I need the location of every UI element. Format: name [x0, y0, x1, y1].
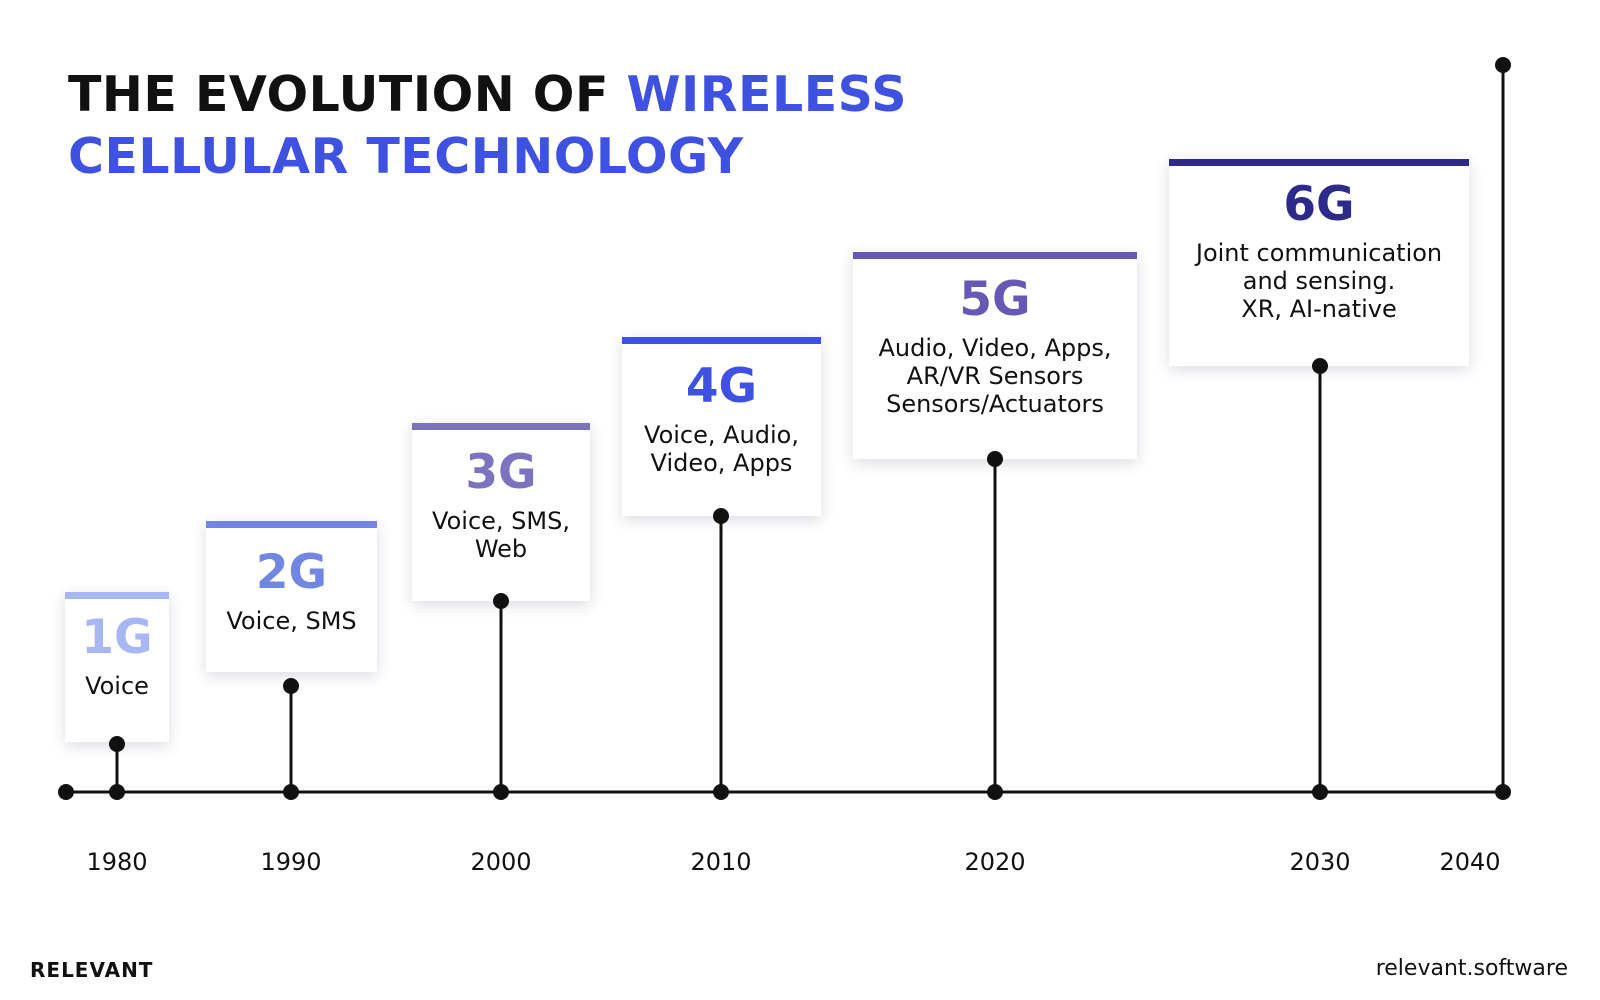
- card-5g: 5G Audio, Video, Apps, AR/VR Sensors Sensor…: [853, 252, 1137, 459]
- year-label-final: 2040: [1439, 848, 1501, 876]
- year-label-2020: 2020: [964, 848, 1026, 876]
- year-label-1990: 1990: [260, 848, 322, 876]
- card-accent-bar: [65, 592, 169, 599]
- card-dot-1g: [109, 736, 125, 752]
- axis-dot-6g: [1312, 784, 1328, 800]
- card-dot-3g: [493, 593, 509, 609]
- card-6g: 6G Joint communication and sensing. XR, AI-…: [1169, 159, 1469, 366]
- year-label-2010: 2010: [690, 848, 752, 876]
- card-1g: 1G Voice: [65, 592, 169, 742]
- card-dot-4g: [713, 508, 729, 524]
- description-line: Voice: [85, 672, 149, 700]
- axis-dot-2g: [283, 784, 299, 800]
- generation-label: 6G: [1283, 177, 1355, 232]
- description-line: Voice, SMS,: [432, 507, 570, 535]
- year-label-2000: 2000: [470, 848, 532, 876]
- final-top-dot: [1495, 57, 1511, 73]
- description-line: and sensing.: [1242, 267, 1396, 295]
- generation-description: Audio, Video, Apps, AR/VR Sensors Sensors/…: [853, 334, 1137, 418]
- generation-description: Voice, SMS: [206, 607, 377, 635]
- title-blue-text-1: WIRELESS: [626, 66, 908, 123]
- generation-label: 5G: [959, 272, 1031, 327]
- website-link[interactable]: relevant.software: [1375, 956, 1568, 981]
- description-line: Sensors/Actuators: [886, 390, 1104, 418]
- card-accent-bar: [412, 423, 590, 430]
- card-4g: 4G Voice, Audio, Video, Apps: [622, 337, 821, 516]
- description-line: Video, Apps: [650, 449, 793, 477]
- brand-logo-text: RELEVANT: [30, 958, 154, 982]
- card-accent-bar: [206, 521, 377, 528]
- generation-description: Voice, SMS, Web: [412, 507, 590, 563]
- card-2g: 2G Voice, SMS: [206, 521, 377, 672]
- description-line: Joint communication: [1195, 239, 1443, 267]
- axis-dot-1g: [109, 784, 125, 800]
- card-dot-6g: [1312, 358, 1328, 374]
- generation-label: 2G: [255, 545, 328, 600]
- generation-description: Voice, Audio, Video, Apps: [622, 421, 821, 477]
- generation-label: 1G: [81, 610, 153, 665]
- page-title: THE EVOLUTION OF WIRELESS CELLULAR TECHN…: [68, 64, 907, 188]
- axis-end-dot: [1495, 784, 1511, 800]
- generation-label: 3G: [465, 445, 537, 500]
- axis-dot-5g: [987, 784, 1003, 800]
- card-3g: 3G Voice, SMS, Web: [412, 423, 590, 601]
- description-line: Web: [474, 535, 528, 563]
- generation-description: Joint communication and sensing. XR, AI-na…: [1169, 239, 1469, 323]
- description-line: XR, AI-native: [1241, 295, 1397, 323]
- year-label-2030: 2030: [1289, 848, 1351, 876]
- description-line: Audio, Video, Apps,: [878, 334, 1112, 362]
- axis-dot-4g: [713, 784, 729, 800]
- card-accent-bar: [853, 252, 1137, 259]
- title-line-2: CELLULAR TECHNOLOGY: [68, 128, 744, 185]
- axis-start-dot: [58, 784, 74, 800]
- title-line-1: THE EVOLUTION OF WIRELESS: [68, 64, 907, 126]
- card-accent-bar: [1169, 159, 1469, 166]
- card-accent-bar: [622, 337, 821, 344]
- card-dot-2g: [283, 678, 299, 694]
- description-line: Voice, Audio,: [644, 421, 799, 449]
- year-label-1980: 1980: [86, 848, 148, 876]
- description-line: AR/VR Sensors: [906, 362, 1084, 390]
- generation-label: 4G: [685, 359, 758, 414]
- axis-dot-3g: [493, 784, 509, 800]
- generation-description: Voice: [65, 672, 169, 700]
- description-line: Voice, SMS: [226, 607, 357, 635]
- card-dot-5g: [987, 451, 1003, 467]
- title-dark-text: THE EVOLUTION OF: [68, 66, 627, 123]
